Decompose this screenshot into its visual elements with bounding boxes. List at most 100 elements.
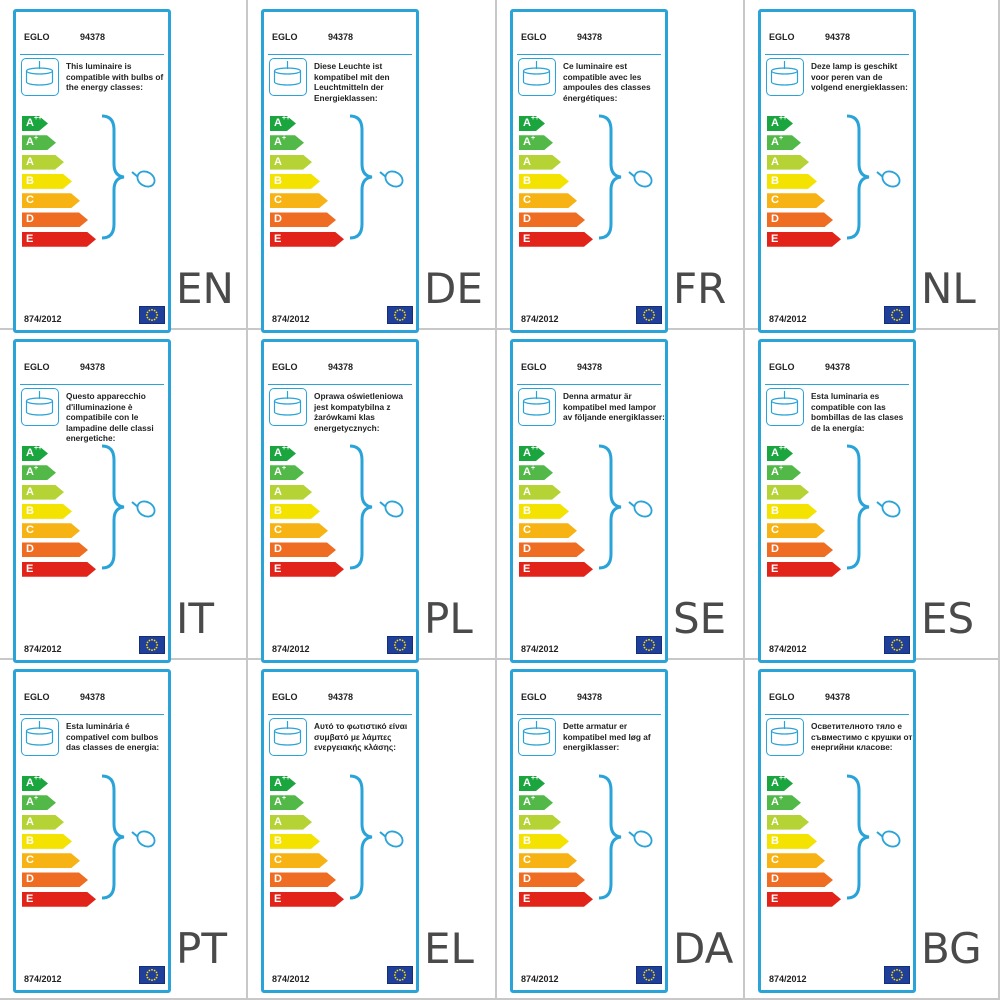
energy-class-arrow: A++ bbox=[767, 776, 793, 791]
label-cell: EGLO 94378 Esta luminaria es compatible … bbox=[745, 330, 1000, 663]
energy-class-arrow: D bbox=[22, 212, 88, 227]
energy-class-arrow: A bbox=[519, 155, 561, 170]
language-code: SE bbox=[673, 594, 727, 643]
model-number: 94378 bbox=[577, 362, 603, 372]
energy-class-arrow: D bbox=[22, 542, 88, 557]
energy-class-letter: B bbox=[26, 504, 34, 517]
eu-flag-icon bbox=[387, 966, 413, 984]
language-code: FR bbox=[673, 264, 727, 313]
energy-class-letter: D bbox=[26, 213, 34, 226]
energy-class-suffix: ++ bbox=[281, 775, 291, 783]
label-cell: EGLO 94378 Осветителното тяло е съвмести… bbox=[745, 660, 1000, 1000]
energy-class-letter: A bbox=[771, 447, 779, 459]
light-bulb-icon bbox=[876, 830, 901, 848]
energy-class-arrow: A+ bbox=[22, 465, 56, 480]
label-cell: EGLO 94378 Oprawa oświetleniowa jest kom… bbox=[248, 330, 497, 663]
eu-flag-icon bbox=[636, 636, 662, 654]
light-bulb-icon bbox=[379, 170, 404, 188]
energy-class-letter: A bbox=[523, 796, 531, 809]
energy-class-arrow: A+ bbox=[270, 795, 304, 810]
pendant-lamp-icon bbox=[21, 388, 59, 426]
energy-class-letter: E bbox=[274, 562, 282, 575]
energy-class-arrow: A+ bbox=[519, 795, 553, 810]
model-number: 94378 bbox=[577, 32, 603, 42]
brand-name: EGLO bbox=[272, 32, 298, 42]
light-bulb-icon bbox=[876, 500, 901, 518]
regulation-number: 874/2012 bbox=[272, 644, 310, 654]
energy-class-arrow: C bbox=[519, 523, 577, 538]
brand-name: EGLO bbox=[24, 32, 50, 42]
energy-class-arrow: B bbox=[270, 504, 320, 519]
energy-class-letter: A bbox=[523, 485, 531, 498]
energy-class-scale: A++ A+ A B C D E bbox=[767, 776, 841, 911]
energy-class-suffix: + bbox=[778, 134, 784, 142]
curly-bracket-icon bbox=[846, 114, 870, 240]
model-number: 94378 bbox=[328, 362, 354, 372]
energy-class-arrow: A++ bbox=[519, 446, 545, 461]
energy-class-arrow: A bbox=[22, 815, 64, 830]
eu-flag-icon bbox=[884, 306, 910, 324]
energy-class-arrow: A++ bbox=[270, 116, 296, 131]
pendant-lamp-icon bbox=[766, 718, 804, 756]
energy-class-letter: C bbox=[26, 194, 34, 207]
energy-class-arrow: A bbox=[767, 155, 809, 170]
energy-class-arrow: A+ bbox=[767, 795, 801, 810]
energy-class-letter: A bbox=[771, 796, 779, 809]
regulation-number: 874/2012 bbox=[521, 314, 559, 324]
energy-class-suffix: ++ bbox=[778, 775, 788, 783]
energy-class-scale: A++ A+ A B C D E bbox=[270, 446, 344, 581]
energy-label-card: EGLO 94378 This luminaire is compatible … bbox=[13, 9, 171, 333]
divider bbox=[268, 54, 412, 55]
energy-class-scale: A++ A+ A B C D E bbox=[22, 446, 96, 581]
eu-flag-icon bbox=[139, 636, 165, 654]
energy-class-suffix: ++ bbox=[778, 115, 788, 123]
energy-class-arrow: B bbox=[767, 174, 817, 189]
compatibility-text: Diese Leuchte ist kompatibel mit den Leu… bbox=[314, 61, 390, 103]
language-code: BG bbox=[921, 924, 982, 973]
energy-class-arrow: E bbox=[767, 232, 841, 247]
energy-class-arrow: E bbox=[270, 562, 344, 577]
eu-flag-icon bbox=[139, 966, 165, 984]
energy-class-letter: A bbox=[771, 815, 779, 828]
energy-class-letter: C bbox=[771, 854, 779, 867]
energy-class-scale: A++ A+ A B C D E bbox=[767, 446, 841, 581]
language-code: DA bbox=[673, 924, 734, 973]
curly-bracket-icon bbox=[101, 114, 125, 240]
energy-class-suffix: + bbox=[281, 134, 287, 142]
energy-class-suffix: + bbox=[281, 794, 287, 802]
divider bbox=[268, 714, 412, 715]
energy-class-letter: D bbox=[274, 873, 282, 886]
pendant-lamp-icon bbox=[269, 388, 307, 426]
brand-name: EGLO bbox=[272, 362, 298, 372]
eu-flag-icon bbox=[636, 306, 662, 324]
pendant-lamp-icon bbox=[518, 388, 556, 426]
pendant-lamp-icon bbox=[21, 58, 59, 96]
brand-name: EGLO bbox=[769, 32, 795, 42]
energy-class-scale: A++ A+ A B C D E bbox=[270, 116, 344, 251]
energy-class-letter: E bbox=[771, 892, 779, 905]
divider bbox=[20, 384, 164, 385]
pendant-lamp-icon bbox=[21, 718, 59, 756]
energy-class-letter: B bbox=[26, 174, 34, 187]
energy-class-arrow: D bbox=[270, 872, 336, 887]
light-bulb-icon bbox=[131, 170, 156, 188]
energy-class-letter: A bbox=[523, 136, 531, 149]
energy-class-letter: A bbox=[26, 136, 34, 149]
energy-class-letter: D bbox=[274, 543, 282, 556]
label-cell: EGLO 94378 Deze lamp is geschikt voor pe… bbox=[745, 0, 1000, 333]
energy-class-arrow: C bbox=[22, 193, 80, 208]
light-bulb-icon bbox=[628, 170, 653, 188]
energy-class-suffix: + bbox=[33, 464, 39, 472]
energy-class-letter: A bbox=[523, 447, 531, 459]
energy-class-letter: B bbox=[771, 174, 779, 187]
energy-class-arrow: A+ bbox=[270, 465, 304, 480]
energy-class-letter: E bbox=[523, 232, 531, 245]
light-bulb-icon bbox=[131, 830, 156, 848]
divider bbox=[20, 714, 164, 715]
label-cell: EGLO 94378 Questo apparecchio d'illumina… bbox=[0, 330, 248, 663]
energy-class-letter: A bbox=[523, 466, 531, 479]
regulation-number: 874/2012 bbox=[521, 974, 559, 984]
energy-class-arrow: E bbox=[519, 892, 593, 907]
energy-class-letter: A bbox=[274, 117, 282, 129]
language-code: ES bbox=[921, 594, 975, 643]
